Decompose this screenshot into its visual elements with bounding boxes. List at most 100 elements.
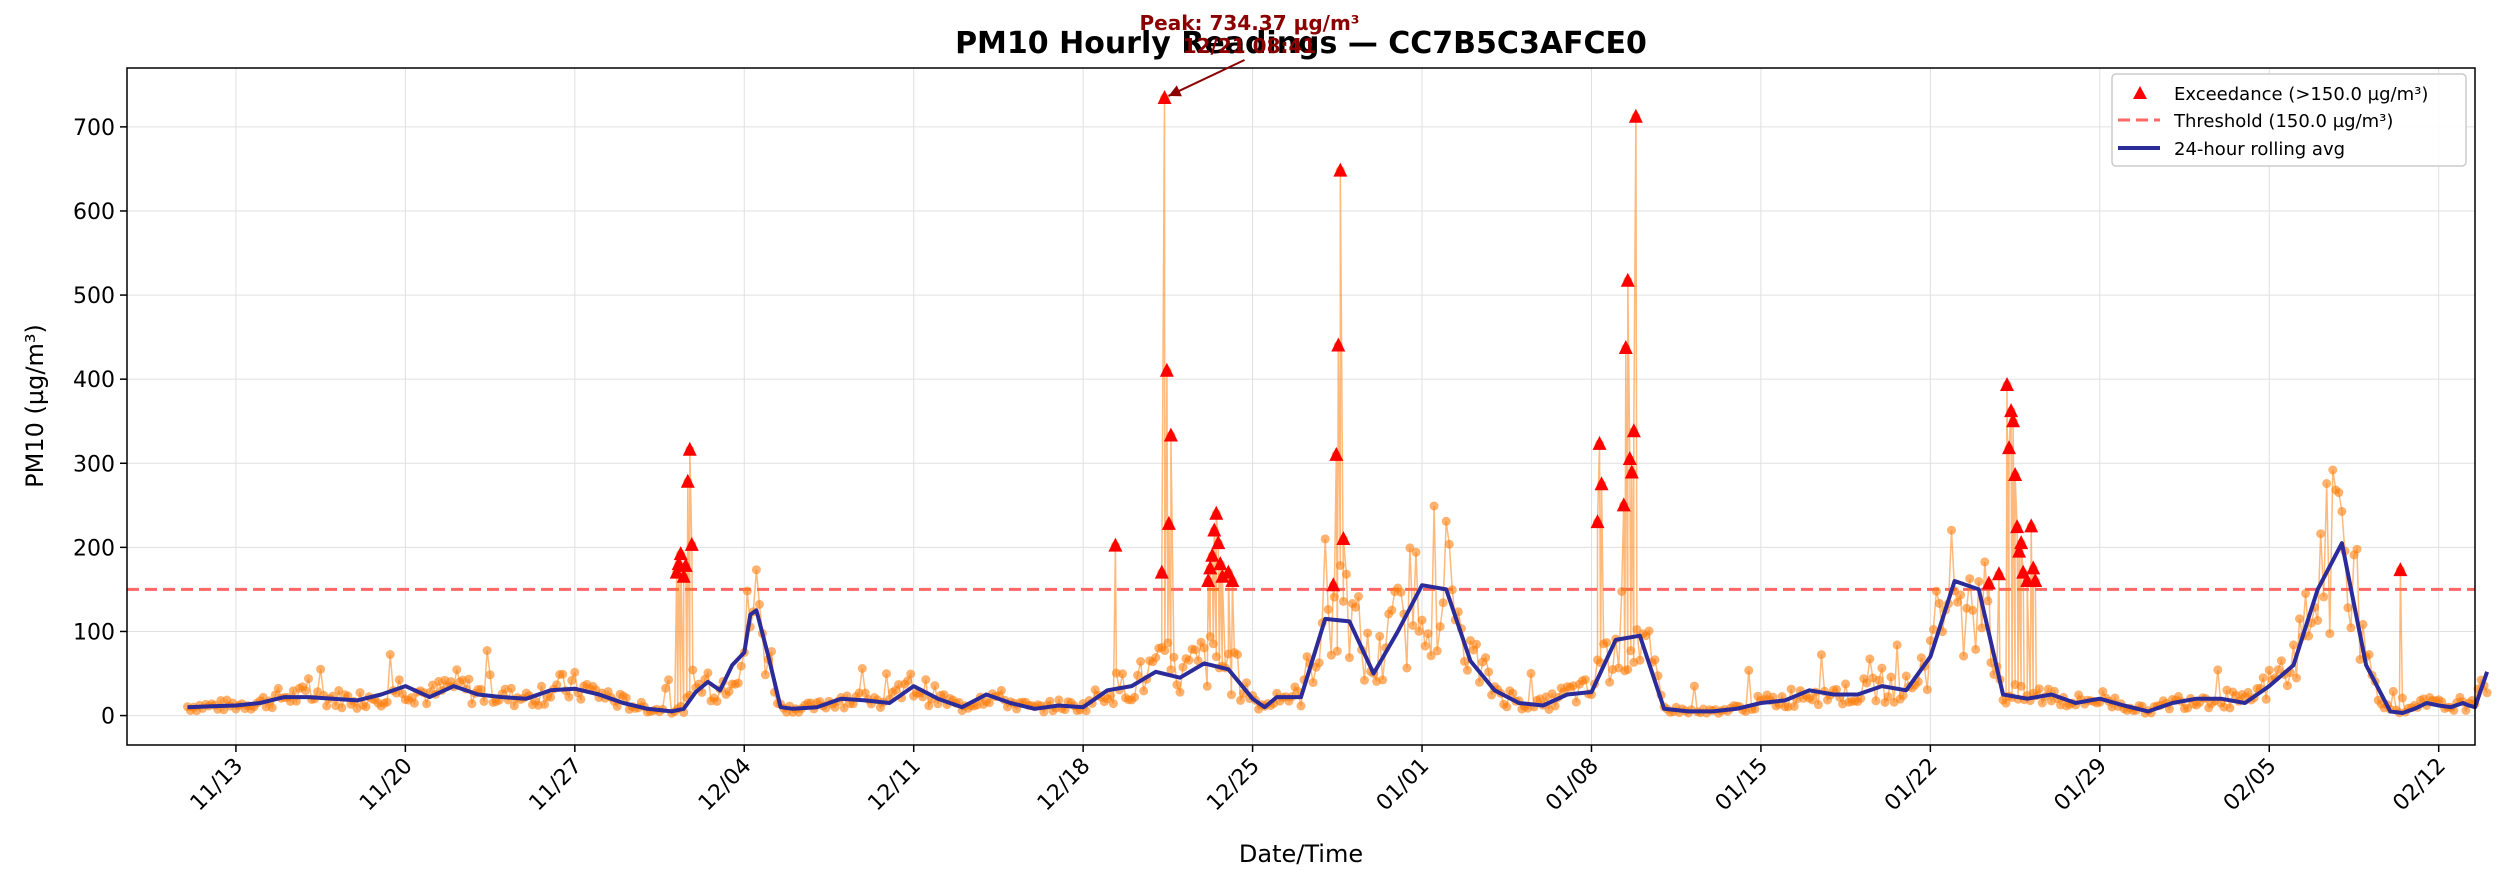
- reading-point: [1193, 656, 1203, 666]
- y-tick-label: 600: [73, 200, 115, 225]
- reading-point: [1133, 670, 1143, 680]
- reading-point: [1205, 632, 1215, 641]
- exceedance-marker: [1991, 566, 2006, 581]
- reading-point: [1329, 592, 1339, 602]
- reading-point: [1487, 690, 1497, 700]
- reading-point: [1420, 641, 1430, 651]
- reading-point: [1481, 653, 1491, 663]
- reading-point: [1163, 638, 1173, 648]
- exceedance-marker: [1336, 530, 1351, 545]
- reading-point: [2225, 703, 2235, 713]
- exceedance-marker: [2008, 467, 2023, 482]
- exceedance-marker: [1616, 497, 1631, 512]
- reading-point: [546, 692, 556, 702]
- y-tick-label: 0: [101, 705, 115, 730]
- reading-point: [857, 664, 867, 673]
- reading-point: [2325, 629, 2335, 639]
- reading-point: [2282, 681, 2292, 691]
- reading-point: [1874, 675, 1884, 685]
- reading-point: [1965, 574, 1975, 584]
- exceedance-marker: [673, 546, 688, 561]
- reading-point: [1335, 561, 1345, 570]
- reading-point: [1414, 626, 1424, 636]
- reading-point: [2289, 640, 2298, 650]
- reading-point: [2276, 656, 2286, 666]
- exceedance-marker: [1618, 340, 1633, 355]
- reading-point: [903, 676, 913, 686]
- reading-point: [1689, 681, 1699, 691]
- reading-point: [1314, 658, 1324, 668]
- reading-point: [1956, 590, 1966, 600]
- reading-point: [1423, 629, 1433, 639]
- legend-exceedance-label: Exceedance (>150.0 µg/m³): [2174, 84, 2428, 105]
- reading-point: [361, 702, 371, 712]
- reading-point: [930, 681, 940, 691]
- reading-point: [1302, 652, 1312, 662]
- reading-point: [1108, 699, 1118, 709]
- reading-point: [1623, 665, 1633, 674]
- reading-point: [664, 675, 674, 685]
- reading-point: [1947, 525, 1956, 535]
- reading-point: [1363, 628, 1373, 638]
- reading-point: [2261, 694, 2271, 704]
- reading-point: [1354, 592, 1363, 601]
- reading-point: [1605, 677, 1615, 687]
- reading-point: [2243, 687, 2253, 697]
- exceedance-marker: [1159, 362, 1174, 377]
- reading-point: [984, 698, 994, 708]
- exceedance-marker: [1333, 162, 1348, 177]
- reading-point: [1417, 615, 1427, 625]
- reading-point: [688, 665, 698, 675]
- exceedance-marker: [680, 473, 695, 488]
- reading-point: [2034, 684, 2044, 694]
- reading-point: [1308, 678, 1318, 688]
- reading-point: [1916, 653, 1926, 663]
- reading-point: [1323, 605, 1333, 614]
- reading-point: [621, 693, 631, 703]
- reading-point: [1877, 663, 1887, 673]
- reading-point: [1644, 626, 1654, 636]
- exceedance-marker: [1203, 560, 1218, 575]
- reading-point: [1184, 655, 1194, 665]
- reading-point: [482, 646, 492, 655]
- legend-box: [2111, 73, 2467, 167]
- reading-point: [1617, 587, 1627, 596]
- reading-point: [564, 692, 574, 702]
- reading-point: [733, 678, 743, 688]
- reading-point: [1883, 692, 1893, 702]
- exceedance-marker: [2004, 403, 2019, 418]
- reading-point: [1953, 597, 1963, 607]
- reading-point: [612, 701, 622, 711]
- exceedance-marker: [684, 536, 699, 551]
- reading-point: [273, 683, 283, 693]
- reading-point: [1211, 652, 1221, 662]
- reading-point: [1650, 655, 1660, 665]
- reading-point: [2016, 681, 2026, 691]
- y-tick-label: 300: [73, 452, 115, 477]
- reading-point: [576, 694, 586, 704]
- peak-annotation: Peak: 734.37 µg/m³ 12/21 08:41: [1139, 11, 1360, 97]
- reading-point: [1432, 646, 1442, 656]
- exceedance-marker: [678, 557, 693, 572]
- reading-point: [1190, 645, 1200, 655]
- legend-threshold-label: Threshold (150.0 µg/m³): [2173, 111, 2393, 132]
- reading-point: [1898, 691, 1908, 701]
- reading-point: [2482, 688, 2492, 698]
- reading-point: [1338, 596, 1348, 606]
- rolling-avg-layer: [187, 541, 2489, 715]
- reading-point: [1236, 695, 1245, 705]
- reading-point: [1502, 702, 1512, 712]
- reading-point: [1871, 696, 1881, 706]
- reading-point: [1447, 585, 1457, 595]
- exceedance-marker: [2006, 413, 2021, 428]
- reading-point: [1045, 696, 1055, 706]
- reading-point: [754, 599, 764, 609]
- reading-point: [1175, 687, 1185, 697]
- reading-point: [1841, 679, 1851, 689]
- exceedance-marker: [1628, 108, 1643, 123]
- reading-point: [1208, 639, 1218, 649]
- exceedance-marker: [1329, 446, 1344, 461]
- reading-point: [1886, 672, 1896, 682]
- exceedance-marker: [676, 568, 691, 583]
- exceedance-marker: [1326, 577, 1341, 592]
